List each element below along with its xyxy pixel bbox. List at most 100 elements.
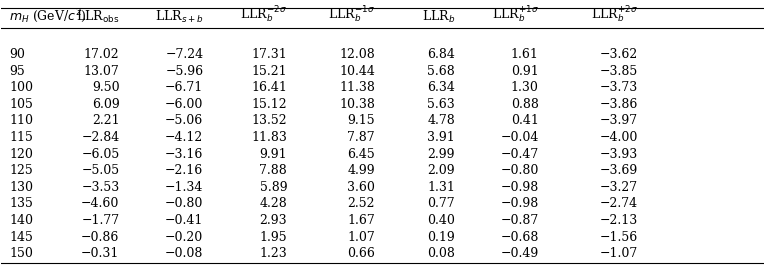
- Text: 0.91: 0.91: [511, 64, 539, 78]
- Text: LLR$_b$: LLR$_b$: [422, 9, 455, 26]
- Text: 4.99: 4.99: [347, 164, 375, 177]
- Text: −7.24: −7.24: [165, 48, 203, 61]
- Text: 9.15: 9.15: [347, 114, 375, 127]
- Text: −0.68: −0.68: [500, 231, 539, 244]
- Text: −0.41: −0.41: [165, 214, 203, 227]
- Text: −0.31: −0.31: [81, 247, 119, 260]
- Text: −5.96: −5.96: [165, 64, 203, 78]
- Text: 11.83: 11.83: [252, 131, 287, 144]
- Text: −3.27: −3.27: [600, 181, 638, 194]
- Text: 120: 120: [9, 148, 33, 160]
- Text: 150: 150: [9, 247, 33, 260]
- Text: 17.02: 17.02: [84, 48, 119, 61]
- Text: 1.23: 1.23: [259, 247, 287, 260]
- Text: 1.95: 1.95: [259, 231, 287, 244]
- Text: 1.61: 1.61: [511, 48, 539, 61]
- Text: −6.05: −6.05: [81, 148, 119, 160]
- Text: 10.38: 10.38: [339, 98, 375, 111]
- Text: 1.30: 1.30: [511, 81, 539, 94]
- Text: 2.09: 2.09: [428, 164, 455, 177]
- Text: 100: 100: [9, 81, 33, 94]
- Text: 9.91: 9.91: [259, 148, 287, 160]
- Text: 140: 140: [9, 214, 33, 227]
- Text: −3.97: −3.97: [600, 114, 638, 127]
- Text: −0.47: −0.47: [500, 148, 539, 160]
- Text: 15.21: 15.21: [252, 64, 287, 78]
- Text: 3.60: 3.60: [347, 181, 375, 194]
- Text: −0.49: −0.49: [500, 247, 539, 260]
- Text: −5.05: −5.05: [81, 164, 119, 177]
- Text: −4.00: −4.00: [600, 131, 638, 144]
- Text: 5.63: 5.63: [427, 98, 455, 111]
- Text: −0.87: −0.87: [500, 214, 539, 227]
- Text: LLR$_b^{+1\sigma}$: LLR$_b^{+1\sigma}$: [492, 5, 539, 26]
- Text: 6.09: 6.09: [92, 98, 119, 111]
- Text: 1.67: 1.67: [347, 214, 375, 227]
- Text: −3.85: −3.85: [600, 64, 638, 78]
- Text: 13.07: 13.07: [84, 64, 119, 78]
- Text: 5.89: 5.89: [259, 181, 287, 194]
- Text: 115: 115: [9, 131, 33, 144]
- Text: 1.31: 1.31: [427, 181, 455, 194]
- Text: 9.50: 9.50: [92, 81, 119, 94]
- Text: −4.60: −4.60: [81, 197, 119, 211]
- Text: 0.41: 0.41: [511, 114, 539, 127]
- Text: LLR$_b^{-1\sigma}$: LLR$_b^{-1\sigma}$: [328, 5, 375, 26]
- Text: −3.73: −3.73: [600, 81, 638, 94]
- Text: 5.68: 5.68: [427, 64, 455, 78]
- Text: 2.52: 2.52: [347, 197, 375, 211]
- Text: 10.44: 10.44: [339, 64, 375, 78]
- Text: 0.77: 0.77: [428, 197, 455, 211]
- Text: −3.16: −3.16: [165, 148, 203, 160]
- Text: 130: 130: [9, 181, 33, 194]
- Text: 135: 135: [9, 197, 33, 211]
- Text: 3.91: 3.91: [427, 131, 455, 144]
- Text: 0.88: 0.88: [511, 98, 539, 111]
- Text: 11.38: 11.38: [339, 81, 375, 94]
- Text: 110: 110: [9, 114, 33, 127]
- Text: −1.07: −1.07: [600, 247, 638, 260]
- Text: −6.71: −6.71: [165, 81, 203, 94]
- Text: −0.98: −0.98: [500, 197, 539, 211]
- Text: 2.99: 2.99: [428, 148, 455, 160]
- Text: 125: 125: [9, 164, 33, 177]
- Text: 7.87: 7.87: [347, 131, 375, 144]
- Text: 2.93: 2.93: [259, 214, 287, 227]
- Text: −0.98: −0.98: [500, 181, 539, 194]
- Text: 145: 145: [9, 231, 33, 244]
- Text: −2.84: −2.84: [81, 131, 119, 144]
- Text: −4.12: −4.12: [165, 131, 203, 144]
- Text: −5.06: −5.06: [165, 114, 203, 127]
- Text: LLR$_b^{-2\sigma}$: LLR$_b^{-2\sigma}$: [240, 5, 287, 26]
- Text: −0.86: −0.86: [81, 231, 119, 244]
- Text: −0.80: −0.80: [500, 164, 539, 177]
- Text: 0.40: 0.40: [427, 214, 455, 227]
- Text: 6.45: 6.45: [347, 148, 375, 160]
- Text: 105: 105: [9, 98, 33, 111]
- Text: −3.86: −3.86: [600, 98, 638, 111]
- Text: 0.08: 0.08: [427, 247, 455, 260]
- Text: −1.56: −1.56: [600, 231, 638, 244]
- Text: LLR$_{s+b}$: LLR$_{s+b}$: [155, 9, 203, 26]
- Text: −0.04: −0.04: [500, 131, 539, 144]
- Text: 4.28: 4.28: [259, 197, 287, 211]
- Text: 6.84: 6.84: [427, 48, 455, 61]
- Text: −3.69: −3.69: [600, 164, 638, 177]
- Text: −1.34: −1.34: [165, 181, 203, 194]
- Text: 17.31: 17.31: [252, 48, 287, 61]
- Text: 13.52: 13.52: [252, 114, 287, 127]
- Text: −3.62: −3.62: [600, 48, 638, 61]
- Text: −2.13: −2.13: [600, 214, 638, 227]
- Text: 4.78: 4.78: [427, 114, 455, 127]
- Text: LLR$_b^{+2\sigma}$: LLR$_b^{+2\sigma}$: [591, 5, 638, 26]
- Text: $m_H$ (GeV/$c^2$): $m_H$ (GeV/$c^2$): [9, 8, 87, 26]
- Text: 7.88: 7.88: [259, 164, 287, 177]
- Text: 0.66: 0.66: [347, 247, 375, 260]
- Text: −0.80: −0.80: [165, 197, 203, 211]
- Text: −6.00: −6.00: [165, 98, 203, 111]
- Text: −1.77: −1.77: [81, 214, 119, 227]
- Text: −0.20: −0.20: [165, 231, 203, 244]
- Text: 12.08: 12.08: [339, 48, 375, 61]
- Text: −3.93: −3.93: [600, 148, 638, 160]
- Text: 15.12: 15.12: [252, 98, 287, 111]
